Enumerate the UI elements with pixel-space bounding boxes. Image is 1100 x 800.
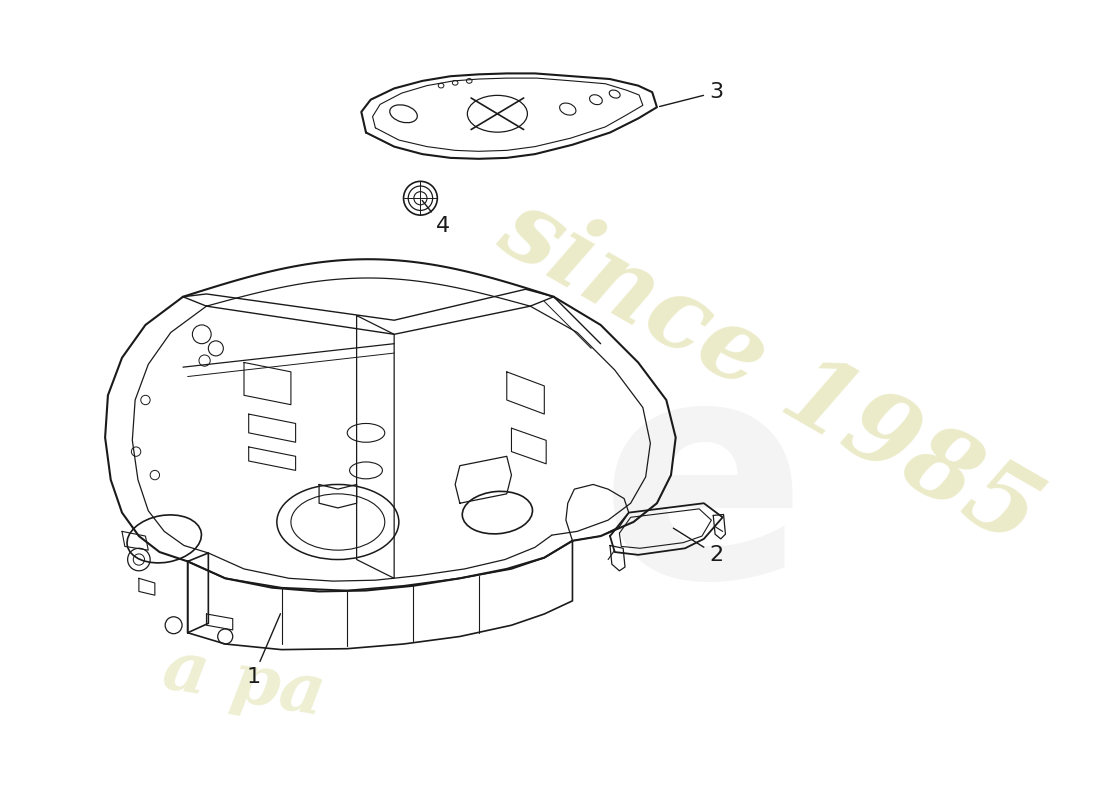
Text: 3: 3 — [660, 82, 723, 106]
Text: since 1985: since 1985 — [484, 179, 1056, 565]
Text: 4: 4 — [422, 200, 450, 236]
Text: 2: 2 — [673, 528, 723, 565]
Text: a pa: a pa — [158, 634, 330, 729]
Text: e: e — [601, 346, 807, 642]
Text: 1: 1 — [246, 614, 280, 687]
